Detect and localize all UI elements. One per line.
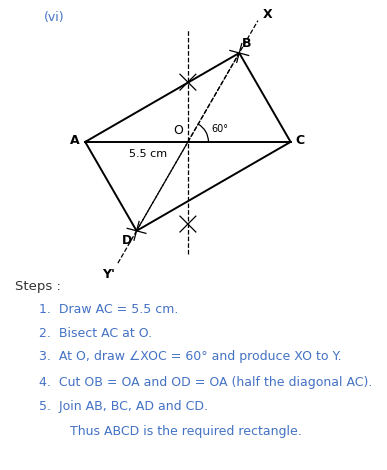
Text: 1.  Draw AC = 5.5 cm.: 1. Draw AC = 5.5 cm. <box>39 303 178 316</box>
Text: 3.  At O, draw ∠XOC = 60° and produce XO to Y.: 3. At O, draw ∠XOC = 60° and produce XO … <box>39 350 341 363</box>
Text: O: O <box>173 125 183 137</box>
Text: 2.  Bisect AC at O.: 2. Bisect AC at O. <box>39 327 152 340</box>
Text: Thus ABCD is the required rectangle.: Thus ABCD is the required rectangle. <box>70 425 301 439</box>
Text: 5.5 cm: 5.5 cm <box>129 149 167 158</box>
Text: B: B <box>242 37 252 50</box>
Text: Steps :: Steps : <box>15 280 62 293</box>
Text: Y': Y' <box>102 267 115 281</box>
Text: (vi): (vi) <box>44 11 65 24</box>
Text: 5.  Join AB, BC, AD and CD.: 5. Join AB, BC, AD and CD. <box>39 400 208 414</box>
Text: 60°: 60° <box>211 125 228 134</box>
Text: C: C <box>295 133 304 147</box>
Text: X: X <box>262 8 272 21</box>
Text: D: D <box>122 234 132 247</box>
Text: 4.  Cut OB = OA and OD = OA (half the diagonal AC).: 4. Cut OB = OA and OD = OA (half the dia… <box>39 376 372 389</box>
Text: A: A <box>70 133 80 147</box>
